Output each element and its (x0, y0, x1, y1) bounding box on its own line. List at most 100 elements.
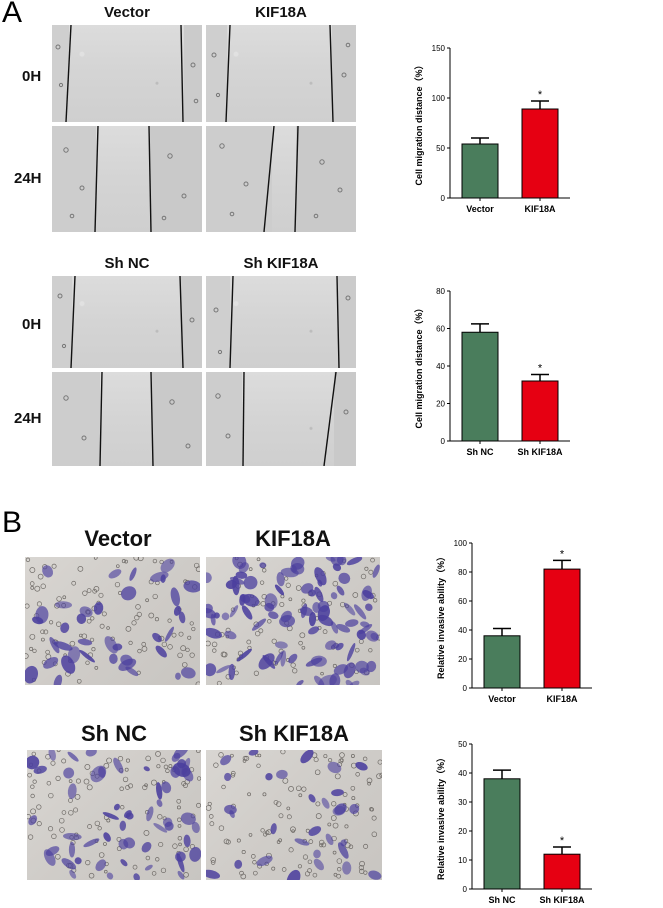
stained-cell (118, 838, 129, 850)
bar-vector (483, 635, 521, 689)
pore (61, 810, 67, 815)
invasion-image-sh-nc (27, 750, 201, 880)
pore (158, 841, 164, 848)
pore (131, 620, 137, 626)
pore (301, 598, 306, 603)
pore (230, 753, 234, 758)
stained-cell (325, 833, 334, 846)
y-tick-label: 20 (458, 827, 467, 836)
stained-cell (325, 640, 337, 650)
stained-cell (45, 846, 60, 856)
pore (298, 793, 303, 798)
pore (320, 671, 324, 676)
stained-cell (288, 653, 298, 664)
pore (83, 778, 90, 785)
y-tick-label: 40 (436, 362, 445, 371)
panel-b-label: B (2, 506, 23, 539)
y-tick-label: 80 (458, 568, 467, 577)
column-header-vector: Vector (84, 526, 152, 551)
pore (171, 632, 177, 638)
pore (167, 644, 173, 650)
pore (379, 772, 382, 778)
pore (194, 562, 200, 569)
stained-cell (104, 636, 118, 654)
y-tick-label: 60 (436, 325, 445, 334)
stained-cell (175, 672, 181, 680)
y-tick-label: 30 (458, 798, 467, 807)
pore (48, 792, 54, 799)
pore (32, 648, 37, 653)
pore (104, 869, 108, 874)
stained-cell (146, 806, 154, 822)
pore (275, 801, 282, 807)
pore (183, 872, 189, 878)
stained-cell (280, 650, 287, 667)
pore (278, 813, 284, 819)
pore (273, 800, 279, 805)
significance-marker: * (560, 548, 565, 560)
pore (210, 857, 217, 863)
stained-cell (120, 859, 128, 867)
pore (133, 557, 140, 561)
stained-cell (343, 662, 356, 679)
y-tick-label: 40 (458, 626, 467, 635)
row-header-0h: 0H (22, 68, 42, 85)
stained-cell (79, 649, 95, 663)
pore (36, 804, 42, 810)
stained-cell (356, 629, 366, 640)
pore (36, 601, 42, 607)
pore (84, 764, 91, 770)
stained-cell (152, 632, 162, 643)
bar-sh-nc (461, 331, 499, 442)
column-header-sh-nc: Sh NC (104, 255, 150, 272)
wound-image-vector-0h (52, 25, 202, 122)
stained-cell (321, 797, 330, 809)
stained-cell (276, 572, 285, 587)
pore (177, 824, 182, 828)
stained-cell (242, 593, 260, 607)
stained-cell (336, 585, 345, 596)
pore (27, 772, 32, 778)
stained-cell (141, 842, 152, 853)
wound-edges (206, 126, 356, 232)
stained-cell (53, 641, 73, 651)
stained-cell (300, 750, 314, 764)
stained-cell (113, 757, 124, 774)
pore (297, 864, 303, 869)
pore (77, 565, 84, 572)
stained-cell (164, 626, 174, 642)
stained-cell (98, 766, 106, 778)
pore (157, 814, 163, 820)
wound-edges (52, 372, 202, 466)
pore (358, 865, 365, 871)
pore (161, 641, 168, 648)
row-header-24h: 24H (14, 170, 42, 187)
stained-cell (353, 604, 367, 620)
pore (319, 843, 324, 848)
pore (370, 557, 375, 563)
stained-cell (251, 618, 267, 631)
stained-cell (365, 630, 379, 642)
pore (252, 860, 257, 865)
pore (257, 753, 262, 758)
column-header-vector: Vector (104, 4, 150, 21)
pore (103, 762, 110, 769)
stained-cell (216, 665, 231, 674)
stained-cell (317, 614, 334, 627)
pore (141, 641, 147, 647)
pore (125, 758, 131, 763)
y-tick-label: 0 (441, 437, 446, 446)
pore (354, 647, 360, 653)
pore (218, 825, 225, 831)
pore (50, 760, 56, 766)
bar-chart-invasion-knockdown: 0 10 20 30 40 50 Relative invasive ability（%） S… (436, 740, 592, 905)
stained-cell (313, 858, 324, 871)
pore (73, 807, 79, 813)
bar-sh-kif18a (521, 380, 559, 442)
pore (99, 623, 105, 629)
stained-cell (308, 794, 316, 803)
pore (191, 626, 196, 632)
stained-cell (342, 861, 352, 875)
pore (196, 750, 201, 754)
wound-edges (52, 126, 202, 232)
